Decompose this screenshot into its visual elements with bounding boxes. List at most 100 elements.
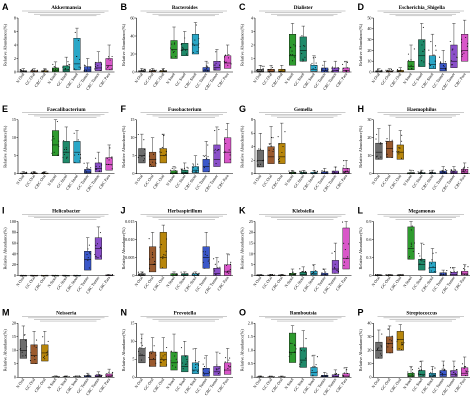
- box-2: [159, 232, 167, 269]
- data-point: [173, 273, 175, 275]
- box-5: [310, 65, 318, 72]
- data-point: [268, 71, 270, 73]
- data-point: [348, 172, 350, 174]
- data-point: [224, 361, 226, 363]
- data-point: [143, 139, 145, 141]
- data-point: [181, 362, 184, 364]
- data-point: [387, 69, 389, 71]
- panel-letter: C: [239, 2, 246, 12]
- data-point: [257, 274, 259, 276]
- data-point: [58, 376, 60, 378]
- data-point: [37, 274, 39, 276]
- y-tick-label: 20: [367, 48, 371, 53]
- data-point: [310, 64, 312, 66]
- y-tick-label: 0.9: [366, 219, 371, 224]
- data-point: [431, 171, 433, 173]
- data-point: [410, 172, 412, 174]
- category-label: N Oral: [15, 173, 26, 186]
- data-point: [67, 274, 69, 277]
- data-point: [99, 232, 101, 234]
- y-tick-label: 8: [14, 15, 16, 20]
- data-point: [79, 157, 82, 159]
- data-point: [422, 26, 424, 28]
- data-point: [152, 350, 154, 352]
- data-point: [396, 341, 398, 343]
- data-point: [343, 372, 345, 374]
- data-point: [423, 61, 425, 63]
- data-point: [149, 163, 152, 166]
- data-point: [312, 375, 314, 377]
- data-point: [62, 274, 64, 277]
- data-point: [274, 274, 276, 276]
- data-point: [30, 352, 32, 354]
- data-point: [428, 267, 430, 269]
- data-point: [141, 344, 143, 347]
- data-point: [182, 49, 184, 51]
- y-tick-label: 0: [14, 375, 16, 380]
- box-3: [289, 34, 297, 66]
- data-point: [170, 350, 172, 353]
- y-tick-label: 5: [132, 357, 134, 362]
- data-point: [214, 270, 216, 272]
- data-point: [423, 41, 425, 43]
- box-6: [439, 370, 447, 377]
- data-point: [344, 170, 347, 172]
- data-point: [321, 274, 323, 276]
- y-tick-label: 0: [369, 273, 371, 278]
- data-point: [444, 67, 447, 69]
- data-point: [152, 161, 154, 163]
- data-point: [111, 68, 113, 70]
- data-point: [431, 368, 433, 370]
- data-point: [314, 173, 316, 175]
- data-point: [229, 268, 231, 271]
- data-point: [54, 68, 57, 70]
- data-point: [138, 274, 140, 276]
- data-point: [411, 374, 413, 376]
- y-tick-label: 10: [249, 251, 253, 256]
- box-7: [331, 260, 339, 274]
- data-point: [111, 55, 113, 58]
- y-tick-label: 20: [249, 230, 253, 235]
- data-point: [230, 261, 232, 263]
- data-point: [446, 270, 448, 272]
- data-point: [65, 151, 67, 153]
- data-point: [270, 274, 272, 276]
- data-point: [344, 248, 346, 251]
- data-point: [273, 69, 275, 71]
- data-point: [467, 43, 469, 45]
- data-point: [197, 364, 200, 366]
- data-point: [184, 363, 186, 365]
- data-point: [137, 271, 139, 273]
- panel-title: Fusobacterium: [168, 107, 202, 113]
- data-point: [166, 346, 168, 349]
- data-point: [412, 170, 414, 172]
- y-tick-label: 0.5: [248, 361, 253, 366]
- data-point: [335, 373, 338, 375]
- data-point: [143, 160, 145, 162]
- data-point: [224, 61, 226, 63]
- data-point: [418, 253, 420, 255]
- y-tick-label: 4: [251, 15, 254, 20]
- data-point: [20, 274, 22, 276]
- data-point: [313, 274, 315, 276]
- data-point: [175, 167, 177, 169]
- data-point: [259, 71, 261, 73]
- data-point: [25, 171, 28, 173]
- data-point: [105, 274, 107, 276]
- data-point: [161, 69, 164, 71]
- data-point: [153, 358, 155, 360]
- data-point: [34, 359, 36, 361]
- data-point: [441, 374, 444, 376]
- data-point: [433, 54, 435, 56]
- data-point: [335, 374, 337, 376]
- data-point: [72, 376, 75, 378]
- panel-title: Romboutsia: [290, 310, 317, 316]
- y-tick-label: 0: [14, 69, 16, 74]
- data-point: [79, 153, 82, 155]
- y-tick-label: 15: [249, 241, 253, 246]
- data-point: [380, 274, 382, 276]
- data-point: [229, 154, 231, 156]
- data-point: [96, 243, 99, 245]
- data-point: [381, 333, 383, 335]
